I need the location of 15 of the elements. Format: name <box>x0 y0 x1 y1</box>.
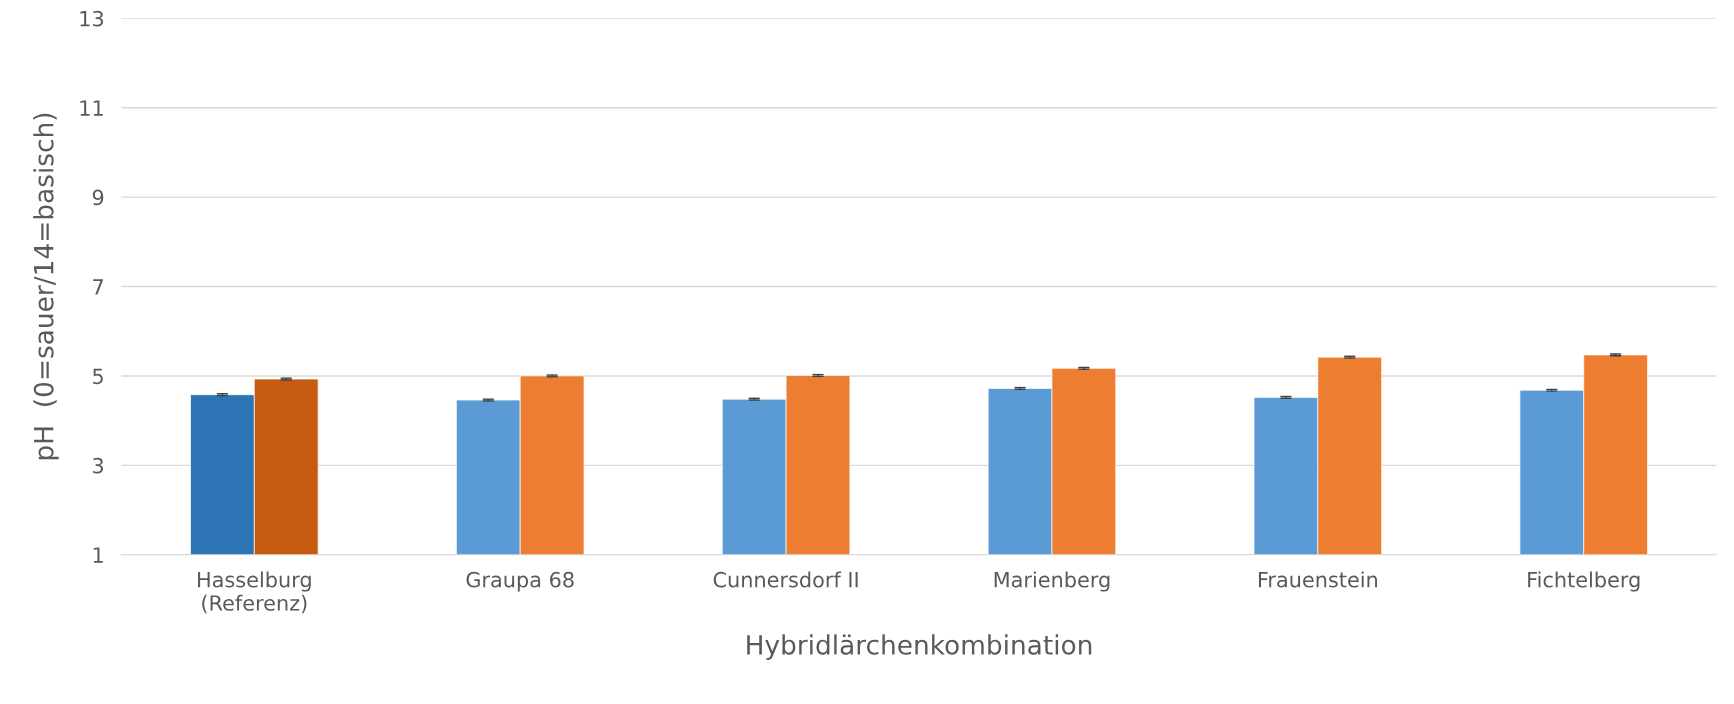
y-tick-label: 1 <box>93 547 103 563</box>
y-axis-title: pH (0=sauer/14=basisch) <box>33 113 59 460</box>
x-axis-title: Hybridlärchenkombination <box>747 634 1092 660</box>
y-tick-label: 13 <box>80 10 104 27</box>
x-tick-label: Hasselburg (Referenz) <box>198 571 311 614</box>
x-tick-label: Cunnersdorf II <box>713 571 858 588</box>
x-tick-label: Frauenstein <box>1258 571 1377 588</box>
x-tick-label: Fichtelberg <box>1528 571 1640 592</box>
y-tick-label: 5 <box>93 368 103 385</box>
y-tick-label: 11 <box>80 100 103 116</box>
y-tick-label: 9 <box>92 189 104 206</box>
x-tick-label: Graupa 68 <box>466 571 574 592</box>
y-tick-label: 7 <box>93 279 103 295</box>
x-tick-label: Marienberg <box>994 571 1110 592</box>
y-tick-label: 3 <box>93 457 104 474</box>
